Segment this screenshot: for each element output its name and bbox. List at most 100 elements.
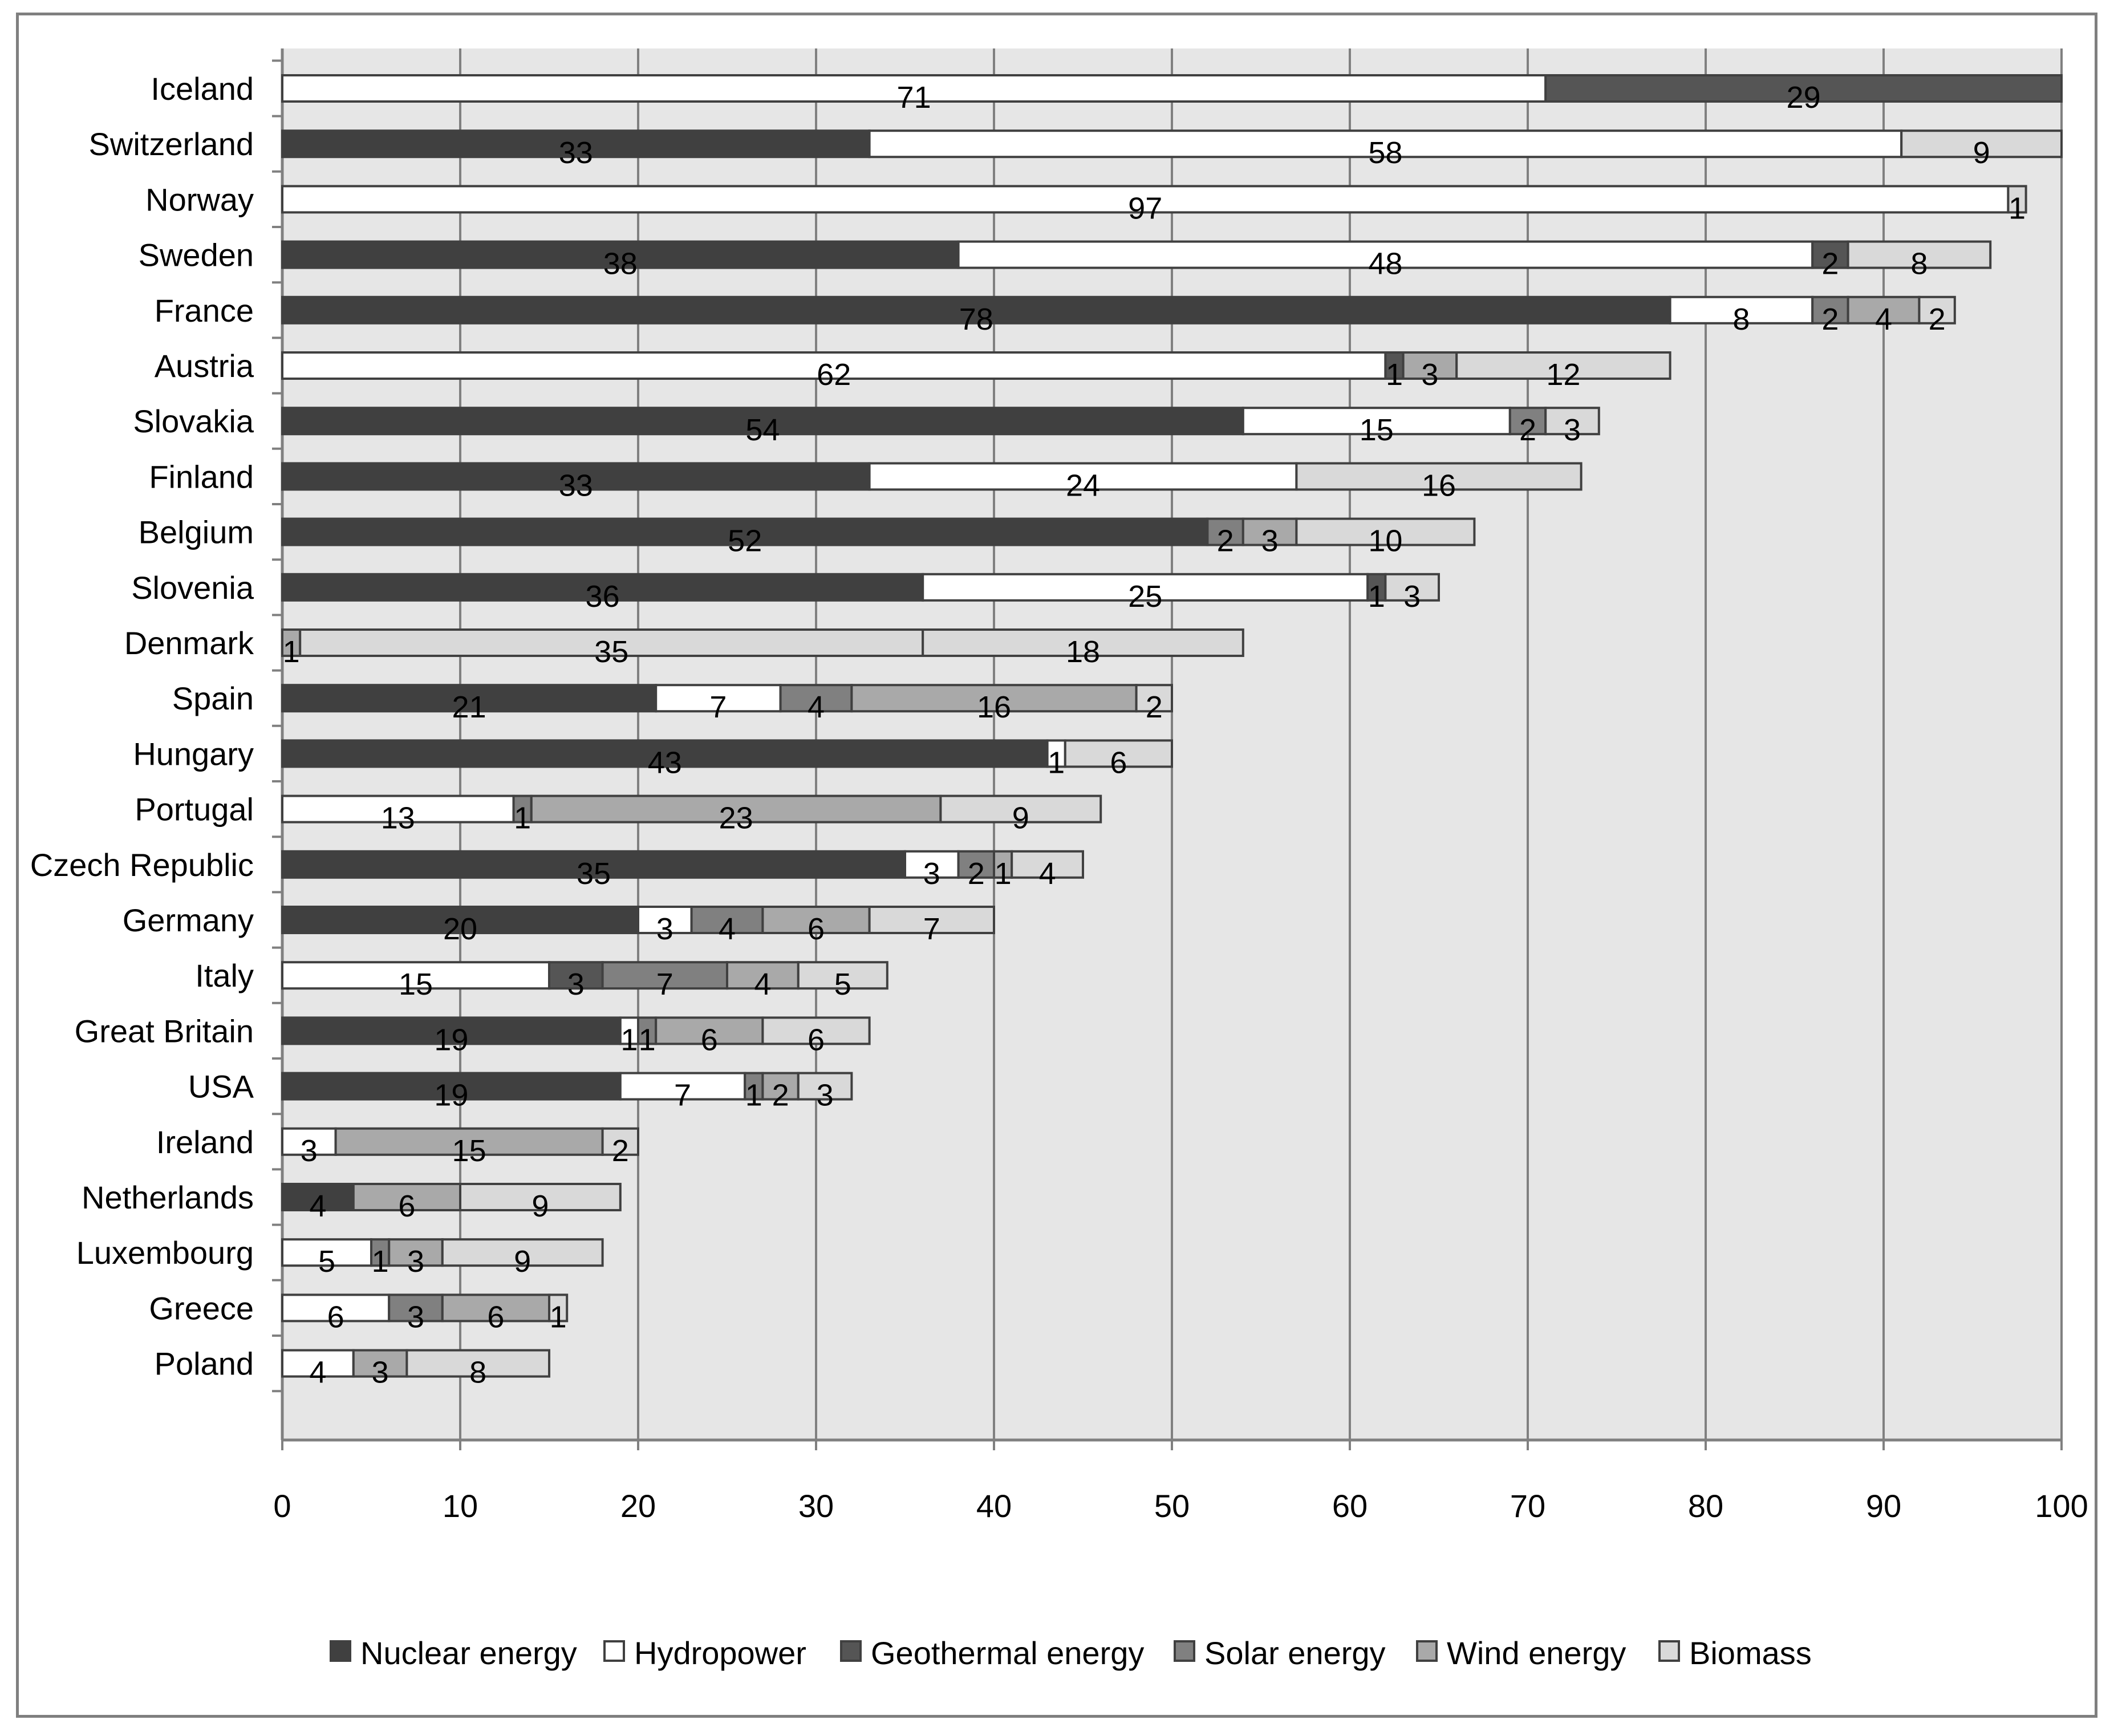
bars (281, 74, 2063, 1378)
data-label: 78 (959, 302, 993, 336)
data-label: 18 (1066, 635, 1100, 669)
bar-segment (441, 1238, 604, 1267)
bar-segment (1847, 240, 1992, 269)
bar-segment (459, 1183, 622, 1211)
x-tick-label: 40 (976, 1488, 1012, 1524)
bar-segment (761, 1072, 800, 1101)
bar-segment (1295, 517, 1476, 546)
legend-swatch (1174, 1640, 1195, 1662)
bar-segment (352, 1349, 408, 1378)
category-label: Great Britain (75, 1013, 254, 1049)
category-label: Ireland (156, 1124, 254, 1160)
bar-segment (922, 628, 1244, 657)
data-label: 20 (443, 912, 477, 946)
data-label: 15 (399, 967, 433, 1001)
bar-segment (1064, 739, 1174, 768)
category-label: Luxembourg (76, 1235, 254, 1271)
data-label: 1 (514, 801, 531, 835)
data-label: 1 (620, 1023, 638, 1057)
legend-label: Hydropower (634, 1635, 806, 1671)
data-label: 10 (1368, 524, 1402, 558)
x-tick-label: 30 (798, 1488, 834, 1524)
bar-segment (779, 684, 853, 713)
category-label: Slovenia (131, 570, 254, 606)
data-label: 3 (656, 912, 673, 946)
data-label: 6 (701, 1023, 718, 1057)
bar-segment (281, 240, 960, 269)
data-label: 97 (1128, 191, 1162, 225)
data-label: 7 (674, 1078, 691, 1113)
data-label: 3 (567, 967, 585, 1001)
data-label: 38 (603, 247, 638, 281)
data-label: 4 (1039, 857, 1056, 891)
x-tick-label: 50 (1154, 1488, 1190, 1524)
bar-segment (281, 407, 1244, 436)
bar-segment (601, 961, 728, 990)
bar-segment (512, 794, 533, 824)
bar-segment (868, 906, 995, 934)
data-label: 3 (1403, 579, 1421, 614)
legend-label: Nuclear energy (360, 1635, 577, 1671)
bar-segment (1455, 351, 1671, 380)
data-label: 2 (1821, 247, 1839, 281)
data-label: 1 (995, 857, 1012, 891)
data-label: 8 (1910, 247, 1928, 281)
data-label: 6 (398, 1189, 415, 1223)
category-label: USA (188, 1069, 254, 1105)
category-label: Denmark (124, 625, 254, 661)
data-label: 6 (1110, 745, 1127, 780)
data-label: 2 (1146, 690, 1163, 724)
data-label: 1 (2009, 191, 2026, 225)
category-label: Norway (145, 181, 254, 217)
x-tick-label: 70 (1510, 1488, 1545, 1524)
bar-segment (797, 1072, 853, 1101)
data-label: 2 (968, 857, 985, 891)
bar-segment (548, 961, 604, 990)
data-label: 35 (577, 857, 611, 891)
x-tick-label: 80 (1688, 1488, 1723, 1524)
bar-segment (281, 739, 1049, 768)
data-label: 3 (1421, 358, 1438, 392)
bar-segment (1918, 295, 1956, 325)
data-label: 1 (550, 1300, 567, 1334)
bar-segment (1402, 351, 1458, 380)
data-label: 1 (372, 1244, 389, 1279)
bar-segment (1295, 462, 1583, 491)
data-label: 1 (745, 1078, 762, 1113)
legend-label: Solar energy (1204, 1635, 1386, 1671)
category-label: Hungary (133, 736, 254, 772)
data-label: 4 (309, 1189, 326, 1223)
data-label: 62 (817, 358, 851, 392)
data-label: 3 (1564, 413, 1581, 447)
category-label: Austria (155, 348, 254, 384)
data-label: 12 (1546, 358, 1580, 392)
bar-segment (441, 1293, 550, 1323)
bar-segment (281, 1016, 622, 1045)
bar-segment (281, 1072, 622, 1101)
bar-segment (797, 961, 888, 990)
data-label: 33 (559, 468, 593, 502)
bar-segment (1811, 295, 1849, 325)
data-label: 16 (977, 690, 1011, 724)
bar-segment (281, 74, 1547, 103)
legend-swatch (1658, 1640, 1680, 1662)
bar-segment (1384, 573, 1440, 602)
bar-segment (281, 573, 924, 602)
data-label: 6 (487, 1300, 504, 1334)
x-tick-label: 0 (273, 1488, 291, 1524)
data-label: 1 (1386, 358, 1403, 392)
data-label: 6 (808, 912, 825, 946)
x-tick-label: 20 (620, 1488, 656, 1524)
bar-segment (281, 906, 639, 934)
data-label: 4 (309, 1356, 326, 1390)
bar-segment (281, 794, 515, 824)
data-label: 33 (559, 136, 593, 170)
category-label: Switzerland (89, 126, 254, 162)
category-label: Finland (149, 459, 254, 494)
bar-segment (530, 794, 942, 824)
bar-segment (1544, 407, 1600, 436)
data-label: 2 (1821, 302, 1839, 336)
data-label: 3 (817, 1078, 834, 1113)
category-label: Czech Republic (30, 847, 254, 883)
